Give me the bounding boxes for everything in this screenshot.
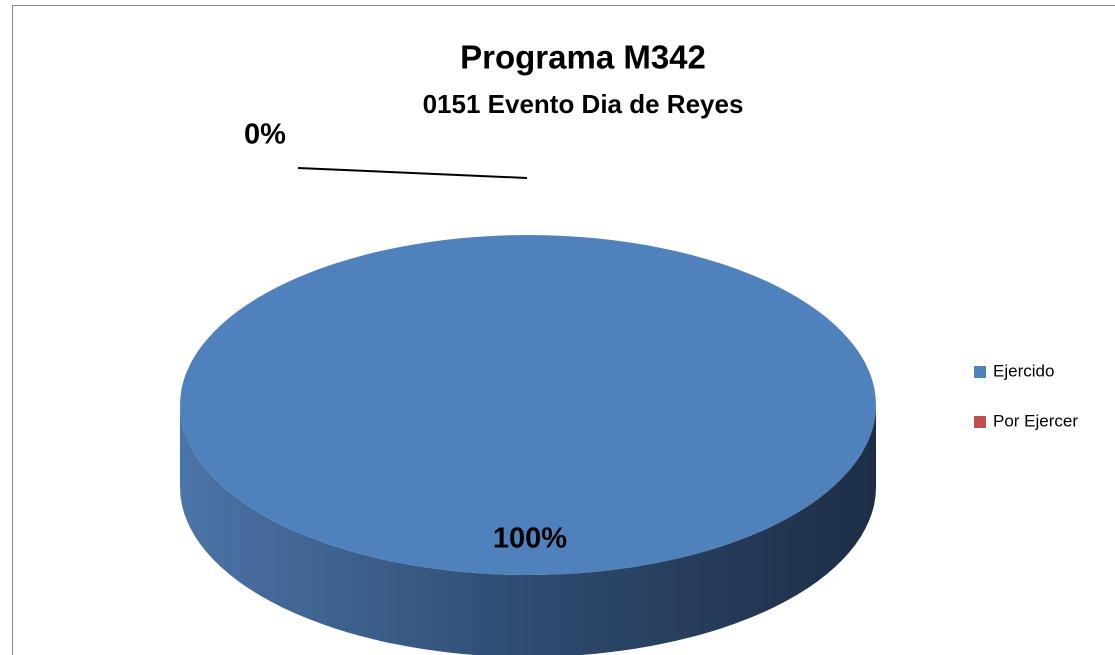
leader-line (297, 167, 528, 179)
pie-slice (180, 235, 876, 575)
legend-label: Ejercido (993, 361, 1054, 380)
data-label: 100% (493, 523, 567, 555)
chart-title: Programa M342 (460, 39, 706, 76)
chart-subtitle: 0151 Evento Dia de Reyes (423, 89, 744, 119)
legend-swatch (974, 416, 986, 428)
data-label: 0% (244, 119, 286, 151)
pie-slice-side (180, 405, 876, 655)
legend-label: Por Ejercer (993, 411, 1078, 430)
legend-swatch (974, 366, 986, 378)
